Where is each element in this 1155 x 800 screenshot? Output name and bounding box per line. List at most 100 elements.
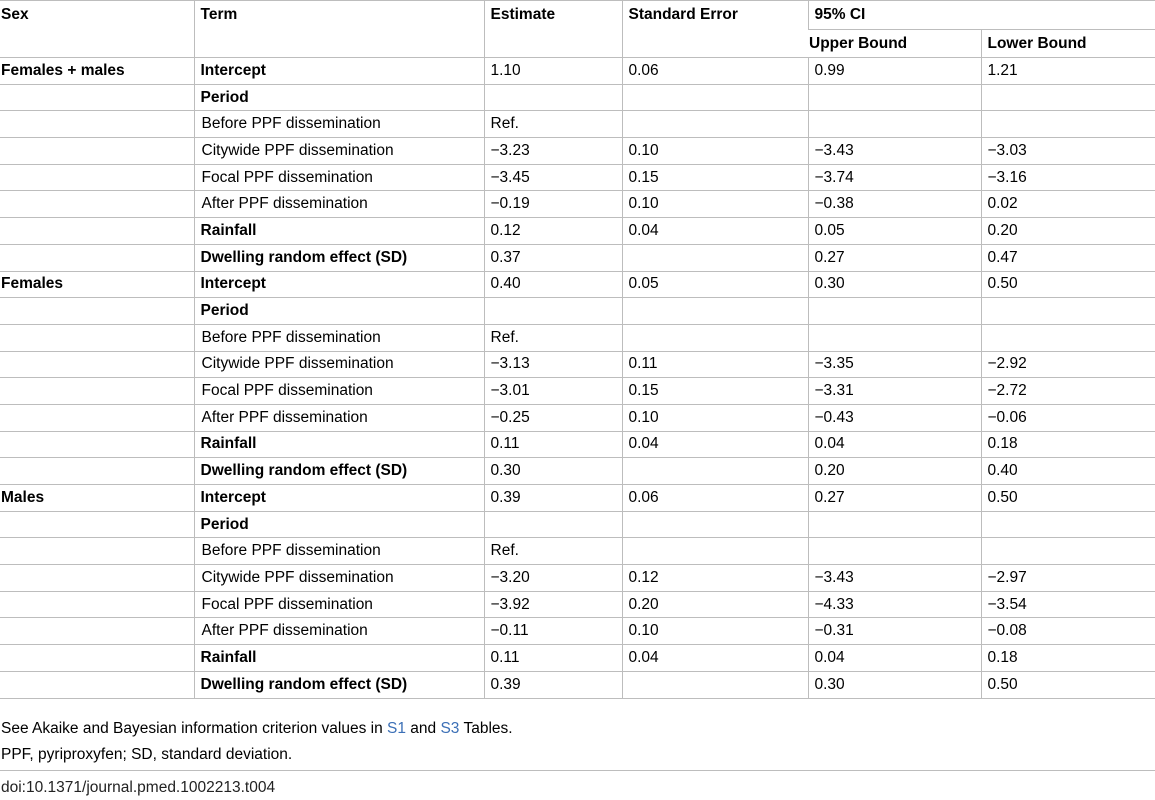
cell-lower-bound — [980, 110, 1155, 138]
footnote-text: See Akaike and Bayesian information crit… — [1, 720, 387, 737]
cell-term: Period — [193, 511, 484, 538]
cell-estimate — [483, 297, 622, 325]
footnote-information-criteria: See Akaike and Bayesian information crit… — [1, 716, 513, 742]
cell-upper-bound: 0.30 — [807, 671, 981, 698]
table-row: After PPF dissemination −0.25 0.10 −0.43 −0.… — [0, 404, 1155, 432]
table-row: Focal PPF dissemination −3.92 0.20 −4.33 −3.… — [0, 591, 1155, 618]
cell-term: Before PPF dissemination — [193, 324, 484, 352]
results-table: Sex Term Estimate Standard Error 95% CI … — [0, 0, 1155, 698]
cell-estimate: 0.39 — [483, 484, 622, 512]
cell-lower-bound: −0.08 — [980, 617, 1155, 645]
cell-standard-error: 0.05 — [621, 271, 808, 298]
cell-sex: Males — [1, 488, 45, 506]
header-term: Term — [193, 0, 484, 58]
cell-standard-error — [621, 110, 808, 138]
footnote-abbreviations: PPF, pyriproxyfen; SD, standard deviatio… — [1, 746, 293, 763]
cell-term: Dwelling random effect (SD) — [193, 457, 484, 485]
cell-estimate: Ref. — [483, 537, 622, 565]
cell-lower-bound: −3.16 — [980, 164, 1155, 191]
cell-term: Before PPF dissemination — [193, 537, 484, 565]
cell-sex — [0, 298, 194, 325]
s3-table-link[interactable]: S3 — [440, 720, 460, 737]
table-row: Focal PPF dissemination −3.45 0.15 −3.74 −3.… — [0, 164, 1155, 191]
header-upper-bound: Upper Bound — [809, 34, 908, 52]
cell-lower-bound — [980, 84, 1155, 111]
cell-sex — [0, 511, 194, 538]
cell-standard-error: 0.10 — [621, 190, 808, 218]
footnote-text: and — [405, 720, 441, 737]
table-row: After PPF dissemination −0.11 0.10 −0.31 −0.… — [0, 617, 1155, 645]
cell-upper-bound: 0.04 — [807, 431, 981, 458]
cell-upper-bound: −3.43 — [807, 137, 981, 165]
cell-lower-bound — [980, 297, 1155, 325]
cell-estimate: 0.30 — [483, 457, 622, 485]
cell-lower-bound: 0.40 — [980, 457, 1155, 485]
cell-upper-bound: −0.31 — [807, 617, 981, 645]
cell-upper-bound: 0.27 — [807, 484, 981, 512]
divider — [0, 770, 1155, 771]
cell-standard-error — [621, 537, 808, 565]
cell-term: Citywide PPF dissemination — [193, 351, 484, 378]
table-row: Females + males Intercept 1.10 0.06 0.99 1.21 — [0, 57, 1155, 85]
cell-upper-bound: −3.35 — [807, 351, 981, 378]
doi-label: doi:10.1371/journal.pmed.1002213.t004 — [1, 779, 276, 796]
cell-lower-bound: −3.54 — [980, 591, 1155, 618]
cell-estimate: −0.11 — [483, 617, 622, 645]
cell-upper-bound: −0.43 — [807, 404, 981, 432]
cell-estimate — [483, 84, 622, 111]
cell-upper-bound: 0.30 — [807, 271, 981, 298]
s1-table-link[interactable]: S1 — [387, 720, 406, 737]
cell-term: Period — [193, 297, 484, 325]
cell-upper-bound: 0.05 — [807, 217, 981, 245]
table-row: Males Intercept 0.39 0.06 0.27 0.50 — [0, 484, 1155, 512]
cell-sex — [0, 538, 194, 565]
cell-sex — [0, 84, 194, 111]
cell-standard-error: 0.04 — [621, 217, 808, 245]
cell-lower-bound: 0.47 — [980, 244, 1155, 271]
cell-standard-error: 0.11 — [621, 351, 808, 378]
table-row: Dwelling random effect (SD) 0.39 0.30 0.50 — [0, 671, 1155, 698]
cell-upper-bound: −3.43 — [807, 564, 981, 592]
cell-upper-bound — [807, 110, 981, 138]
cell-term: Intercept — [193, 484, 484, 512]
header-lower-bound: Lower Bound — [980, 29, 1155, 58]
table-row: Period — [0, 297, 1155, 325]
cell-lower-bound: 0.18 — [980, 431, 1155, 458]
cell-lower-bound: 0.02 — [980, 190, 1155, 218]
cell-lower-bound: −2.72 — [980, 377, 1155, 405]
cell-term: Period — [193, 84, 484, 111]
cell-lower-bound: 1.21 — [980, 57, 1155, 85]
footnote-text: Tables. — [459, 720, 513, 737]
table-row: Period — [0, 84, 1155, 111]
cell-standard-error — [621, 457, 808, 485]
cell-standard-error: 0.04 — [621, 431, 808, 458]
cell-sex — [0, 351, 194, 378]
table-row: Citywide PPF dissemination −3.23 0.10 −3.43… — [0, 137, 1155, 165]
cell-estimate: Ref. — [483, 110, 622, 138]
cell-sex — [0, 565, 194, 592]
cell-estimate: −0.25 — [483, 404, 622, 432]
cell-upper-bound: 0.20 — [807, 457, 981, 485]
cell-estimate: Ref. — [483, 324, 622, 352]
table-row: Before PPF dissemination Ref. — [0, 537, 1155, 565]
cell-estimate: −3.01 — [483, 377, 622, 405]
cell-sex — [0, 111, 194, 138]
cell-sex — [0, 591, 194, 618]
cell-lower-bound: 0.18 — [980, 644, 1155, 672]
cell-sex — [0, 138, 194, 165]
cell-estimate: 0.37 — [483, 244, 622, 271]
cell-lower-bound — [980, 537, 1155, 565]
cell-sex — [0, 618, 194, 645]
cell-sex: Females — [1, 275, 64, 293]
table-row: Citywide PPF dissemination −3.20 0.12 −3.43… — [0, 564, 1155, 592]
cell-upper-bound: −3.31 — [807, 377, 981, 405]
table-footnotes: See Akaike and Bayesian information crit… — [1, 716, 513, 768]
cell-estimate: −3.23 — [483, 137, 622, 165]
cell-standard-error — [621, 244, 808, 271]
table-row: Before PPF dissemination Ref. — [0, 110, 1155, 138]
cell-estimate: 0.40 — [483, 271, 622, 298]
cell-estimate: −0.19 — [483, 190, 622, 218]
cell-upper-bound — [807, 297, 981, 325]
cell-term: Before PPF dissemination — [193, 110, 484, 138]
cell-sex: Females + males — [1, 61, 125, 79]
